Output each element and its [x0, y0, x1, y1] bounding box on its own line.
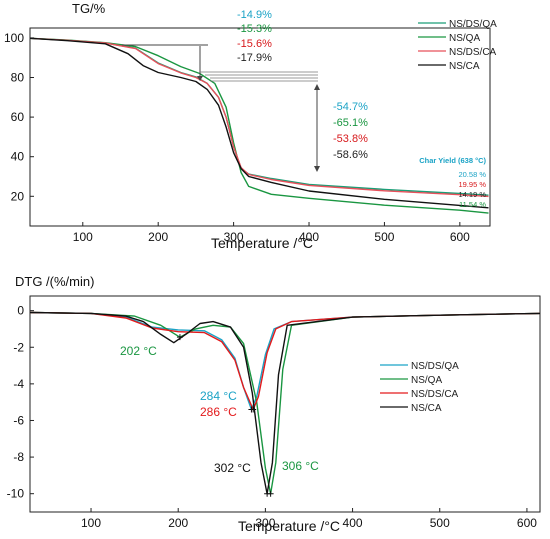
legend-label: NS/QA	[411, 375, 442, 386]
tg-loss-label: -65.1%	[333, 117, 368, 129]
tg-y-axis-label: TG/%	[72, 1, 106, 16]
tg-step1-arrowhead	[197, 76, 203, 81]
x-tick-label: 600	[450, 230, 470, 244]
tg-loss-label: -58.6%	[333, 149, 368, 161]
y-tick-label: -10	[7, 487, 25, 501]
tg-chart: 20 40 60 80 100 100 200 300 400 500 600 TG/% Temp…	[4, 1, 497, 251]
char-yield-value: 11.54 %	[459, 200, 486, 209]
legend-label: NS/QA	[449, 33, 480, 44]
tg-legend: NS/DS/QA NS/QA NS/DS/CA NS/CA	[418, 19, 497, 72]
x-tick-label: 200	[168, 516, 188, 530]
legend-label: NS/DS/QA	[411, 361, 459, 372]
x-tick-label: 500	[374, 230, 394, 244]
x-tick-label: 400	[343, 516, 363, 530]
x-tick-label: 300	[255, 516, 275, 530]
tg-loss-label: -53.8%	[333, 133, 368, 145]
dtg-peak-markers	[176, 334, 274, 497]
char-yield-value: 14.19 %	[458, 190, 486, 199]
series-line-ns-ca	[29, 37, 489, 209]
y-tick-label: 40	[11, 150, 25, 164]
peak-label: 202 °C	[120, 344, 157, 358]
peak-marker	[267, 490, 274, 497]
y-tick-label: 100	[4, 31, 24, 45]
char-yield-title: Char Yield (638 °C)	[419, 156, 486, 165]
peak-label: 286 °C	[200, 405, 237, 419]
x-tick-label: 200	[148, 230, 168, 244]
tg-char-yield: Char Yield (638 °C) 20.58 % 19.95 % 14.1…	[419, 156, 486, 209]
y-tick-label: -2	[13, 340, 24, 354]
dtg-plot-frame	[29, 295, 541, 513]
tg-y-ticks: 20 40 60 80 100	[4, 31, 34, 203]
series-line-ns-ds-ca	[29, 37, 489, 198]
tg-step2-labels: -54.7% -65.1% -53.8% -58.6%	[333, 101, 368, 161]
tg-loss-label: -54.7%	[333, 101, 368, 113]
x-tick-label: 100	[81, 516, 101, 530]
x-tick-label: 300	[224, 230, 244, 244]
peak-label: 284 °C	[200, 389, 237, 403]
x-tick-label: 400	[299, 230, 319, 244]
x-tick-label: 600	[517, 516, 537, 530]
legend-label: NS/CA	[411, 403, 442, 414]
x-tick-label: 100	[73, 230, 93, 244]
legend-label: NS/DS/CA	[449, 47, 497, 58]
peak-label: 302 °C	[214, 461, 251, 475]
tg-loss-label: -15.6%	[237, 38, 272, 50]
dtg-peak-labels: 202 °C 284 °C 286 °C 302 °C 306 °C	[120, 344, 319, 475]
x-tick-label: 500	[430, 516, 450, 530]
dtg-series-group	[29, 311, 541, 495]
tg-step1-markers	[122, 44, 318, 82]
tg-step1-labels: -14.9% -15.3% -15.6% -17.9%	[237, 9, 272, 64]
tg-x-axis-label: Temperature /°C	[211, 235, 313, 251]
tg-step2-arrowhead-top	[314, 84, 320, 90]
dtg-x-axis-label: Temperature /°C	[238, 518, 340, 534]
peak-label: 306 °C	[282, 459, 319, 473]
tg-step2-markers	[314, 84, 320, 172]
y-tick-label: -8	[13, 450, 24, 464]
y-tick-label: -6	[13, 413, 24, 427]
series-line-ns-ds-ca	[29, 311, 541, 411]
legend-label: NS/CA	[449, 61, 480, 72]
dtg-x-ticks: 100 200 300 400 500 600	[81, 508, 537, 530]
y-tick-label: 80	[11, 71, 25, 85]
tg-loss-label: -17.9%	[237, 52, 272, 64]
dtg-y-ticks: 0 -2 -4 -6 -8 -10	[7, 304, 34, 501]
tg-x-ticks: 100 200 300 400 500 600	[73, 222, 470, 244]
tg-plot-frame	[29, 27, 491, 227]
dtg-y-axis-label: DTG /(%/min)	[15, 274, 94, 289]
dtg-legend: NS/DS/QA NS/QA NS/DS/CA NS/CA	[380, 361, 459, 414]
y-tick-label: 20	[11, 189, 25, 203]
tg-loss-label: -14.9%	[237, 9, 272, 21]
char-yield-value: 20.58 %	[458, 170, 486, 179]
legend-label: NS/DS/QA	[449, 19, 497, 30]
y-tick-label: 0	[17, 304, 24, 318]
dtg-chart: 0 -2 -4 -6 -8 -10 100 200 300 400 500 600 DTG /(%/…	[7, 274, 541, 534]
legend-label: NS/DS/CA	[411, 389, 459, 400]
y-tick-label: 60	[11, 110, 25, 124]
series-line-ns-ca	[29, 311, 541, 495]
tg-loss-label: -15.3%	[237, 23, 272, 35]
peak-marker	[250, 406, 257, 413]
tg-step2-arrowhead-bottom	[314, 166, 320, 172]
y-tick-label: -4	[13, 377, 24, 391]
peak-marker	[176, 334, 183, 341]
char-yield-value: 19.95 %	[458, 180, 486, 189]
